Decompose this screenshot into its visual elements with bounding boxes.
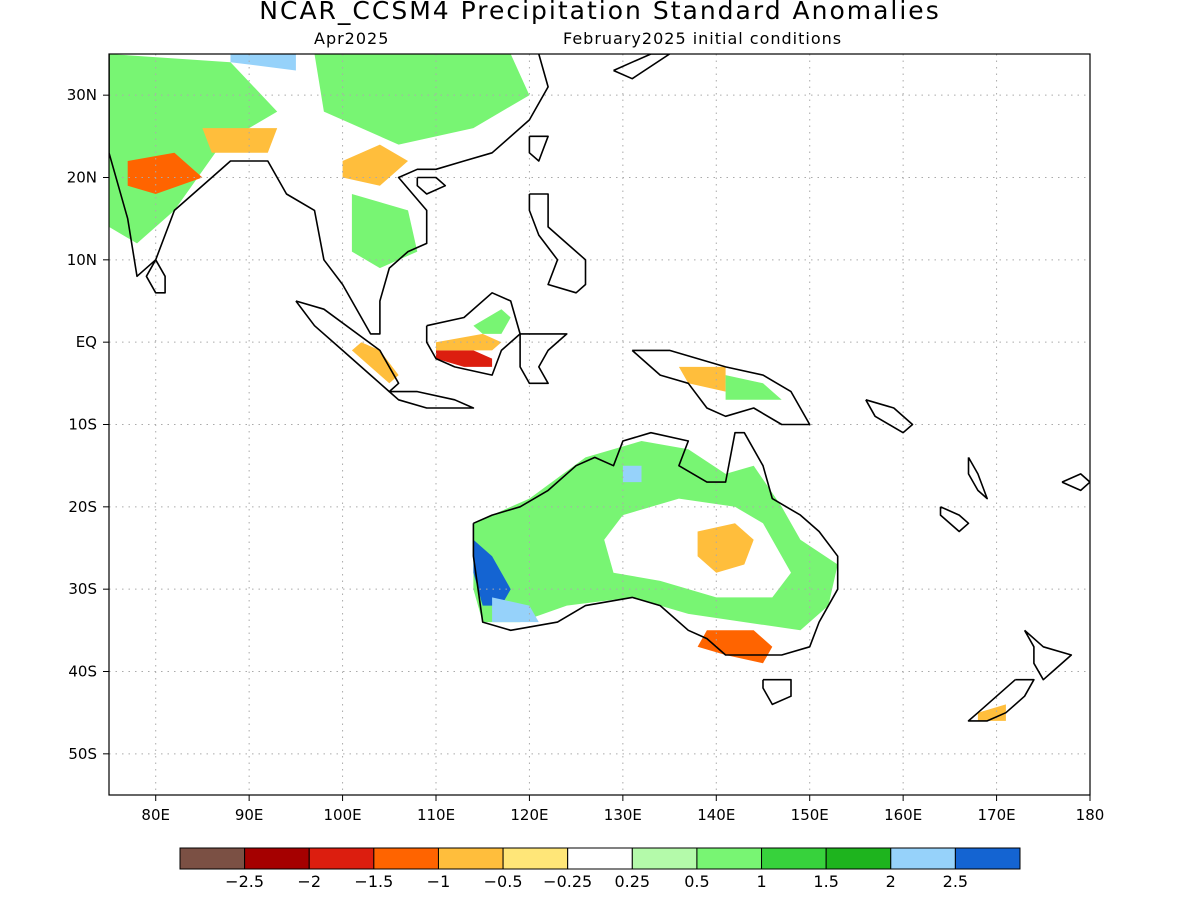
coastline xyxy=(939,506,970,533)
coastline xyxy=(416,176,447,195)
colorbar-label: 2 xyxy=(886,872,896,891)
coastline xyxy=(295,300,400,393)
gridlines xyxy=(109,54,1090,795)
coastline xyxy=(519,333,568,385)
x-tick-label: 130E xyxy=(604,806,642,824)
coastline xyxy=(1023,629,1073,681)
y-tick-label: 30N xyxy=(67,86,97,104)
colorbar-label: −2.5 xyxy=(225,872,264,891)
coastline xyxy=(472,431,839,656)
colorbar-swatch xyxy=(631,847,698,870)
coastline xyxy=(109,54,549,335)
anomaly-region xyxy=(697,630,773,664)
x-tick-label: 80E xyxy=(141,806,170,824)
colorbar-swatch xyxy=(696,847,763,870)
axis-ticks: 80E 90E 100E 110E 120E 130E 140E 150E 160E 170E 18… xyxy=(67,86,1105,824)
colorbar: −2.5 −2 −1.5 −1 −0.5 −0.25 0.25 0.5 1 1.5 2 2.5 xyxy=(179,847,1021,891)
coastline xyxy=(967,457,989,500)
coastline xyxy=(1061,473,1090,492)
coastline xyxy=(865,399,914,434)
anomaly-region xyxy=(436,350,493,367)
coastline xyxy=(145,259,166,294)
colorbar-label: 0.25 xyxy=(614,872,650,891)
anomaly-region xyxy=(342,144,408,186)
x-tick-label: 160E xyxy=(884,806,922,824)
x-tick-label: 90E xyxy=(235,806,264,824)
anomaly-fill-layer xyxy=(109,54,1006,721)
anomaly-region xyxy=(725,375,782,400)
coastline xyxy=(528,135,549,162)
coastlines xyxy=(109,54,1090,722)
coastline xyxy=(528,193,587,294)
coastline xyxy=(631,349,811,426)
colorbar-swatch xyxy=(502,847,569,870)
anomaly-region xyxy=(473,309,511,334)
x-tick-label: 150E xyxy=(791,806,829,824)
chart-title: NCAR_CCSM4 Precipitation Standard Anomal… xyxy=(259,0,941,25)
coastline xyxy=(388,390,475,409)
anomaly-region xyxy=(109,54,278,244)
anomaly-region xyxy=(622,465,642,483)
forecast-month: Apr2025 xyxy=(314,29,390,48)
y-tick-label: 10S xyxy=(68,416,97,434)
anomaly-region xyxy=(473,539,511,606)
colorbar-label: 2.5 xyxy=(943,872,968,891)
y-tick-label: EQ xyxy=(76,333,97,351)
colorbar-swatch xyxy=(825,847,892,870)
initial-conditions: February2025 initial conditions xyxy=(563,29,843,48)
anomaly-region xyxy=(127,152,203,194)
colorbar-swatch xyxy=(954,847,1021,870)
anomaly-region xyxy=(436,333,502,351)
colorbar-swatch xyxy=(308,847,375,870)
anomaly-region xyxy=(202,128,278,153)
colorbar-swatch xyxy=(567,847,633,870)
anomaly-region xyxy=(697,523,754,573)
anomaly-region xyxy=(492,597,539,623)
colorbar-label: −0.25 xyxy=(543,872,592,891)
x-tick-label: 170E xyxy=(978,806,1016,824)
colorbar-label: −0.5 xyxy=(484,872,523,891)
y-tick-label: 10N xyxy=(67,251,97,269)
colorbar-swatch xyxy=(761,847,827,870)
colorbar-label: −1 xyxy=(427,872,451,891)
coastline xyxy=(762,678,792,706)
x-tick-label: 140E xyxy=(697,806,735,824)
y-tick-label: 30S xyxy=(68,580,97,598)
coastline xyxy=(967,678,1035,722)
colorbar-swatch xyxy=(179,847,246,870)
colorbar-swatch xyxy=(373,847,439,870)
y-tick-label: 20S xyxy=(68,498,97,516)
x-tick-label: 180 xyxy=(1076,806,1105,824)
colorbar-label: 0.5 xyxy=(684,872,709,891)
map-frame xyxy=(108,53,1091,796)
anomaly-region xyxy=(351,342,399,384)
colorbar-label: −2 xyxy=(297,872,321,891)
x-tick-label: 100E xyxy=(324,806,362,824)
anomaly-region xyxy=(314,54,530,145)
x-tick-label: 110E xyxy=(417,806,455,824)
colorbar-swatch xyxy=(437,847,504,870)
colorbar-label: −1.5 xyxy=(354,872,393,891)
coastline xyxy=(425,291,521,376)
y-tick-label: 20N xyxy=(67,169,97,187)
y-tick-label: 40S xyxy=(68,663,97,681)
colorbar-swatch xyxy=(890,847,956,870)
anomaly-region xyxy=(678,366,726,392)
coastline xyxy=(613,54,671,80)
x-tick-label: 120E xyxy=(510,806,548,824)
anomaly-region xyxy=(230,54,296,71)
anomaly-region xyxy=(977,704,1006,721)
colorbar-swatch xyxy=(244,847,310,870)
colorbar-label: 1 xyxy=(756,872,766,891)
y-tick-label: 50S xyxy=(68,745,97,763)
anomaly-region xyxy=(351,194,418,269)
colorbar-label: 1.5 xyxy=(813,872,838,891)
